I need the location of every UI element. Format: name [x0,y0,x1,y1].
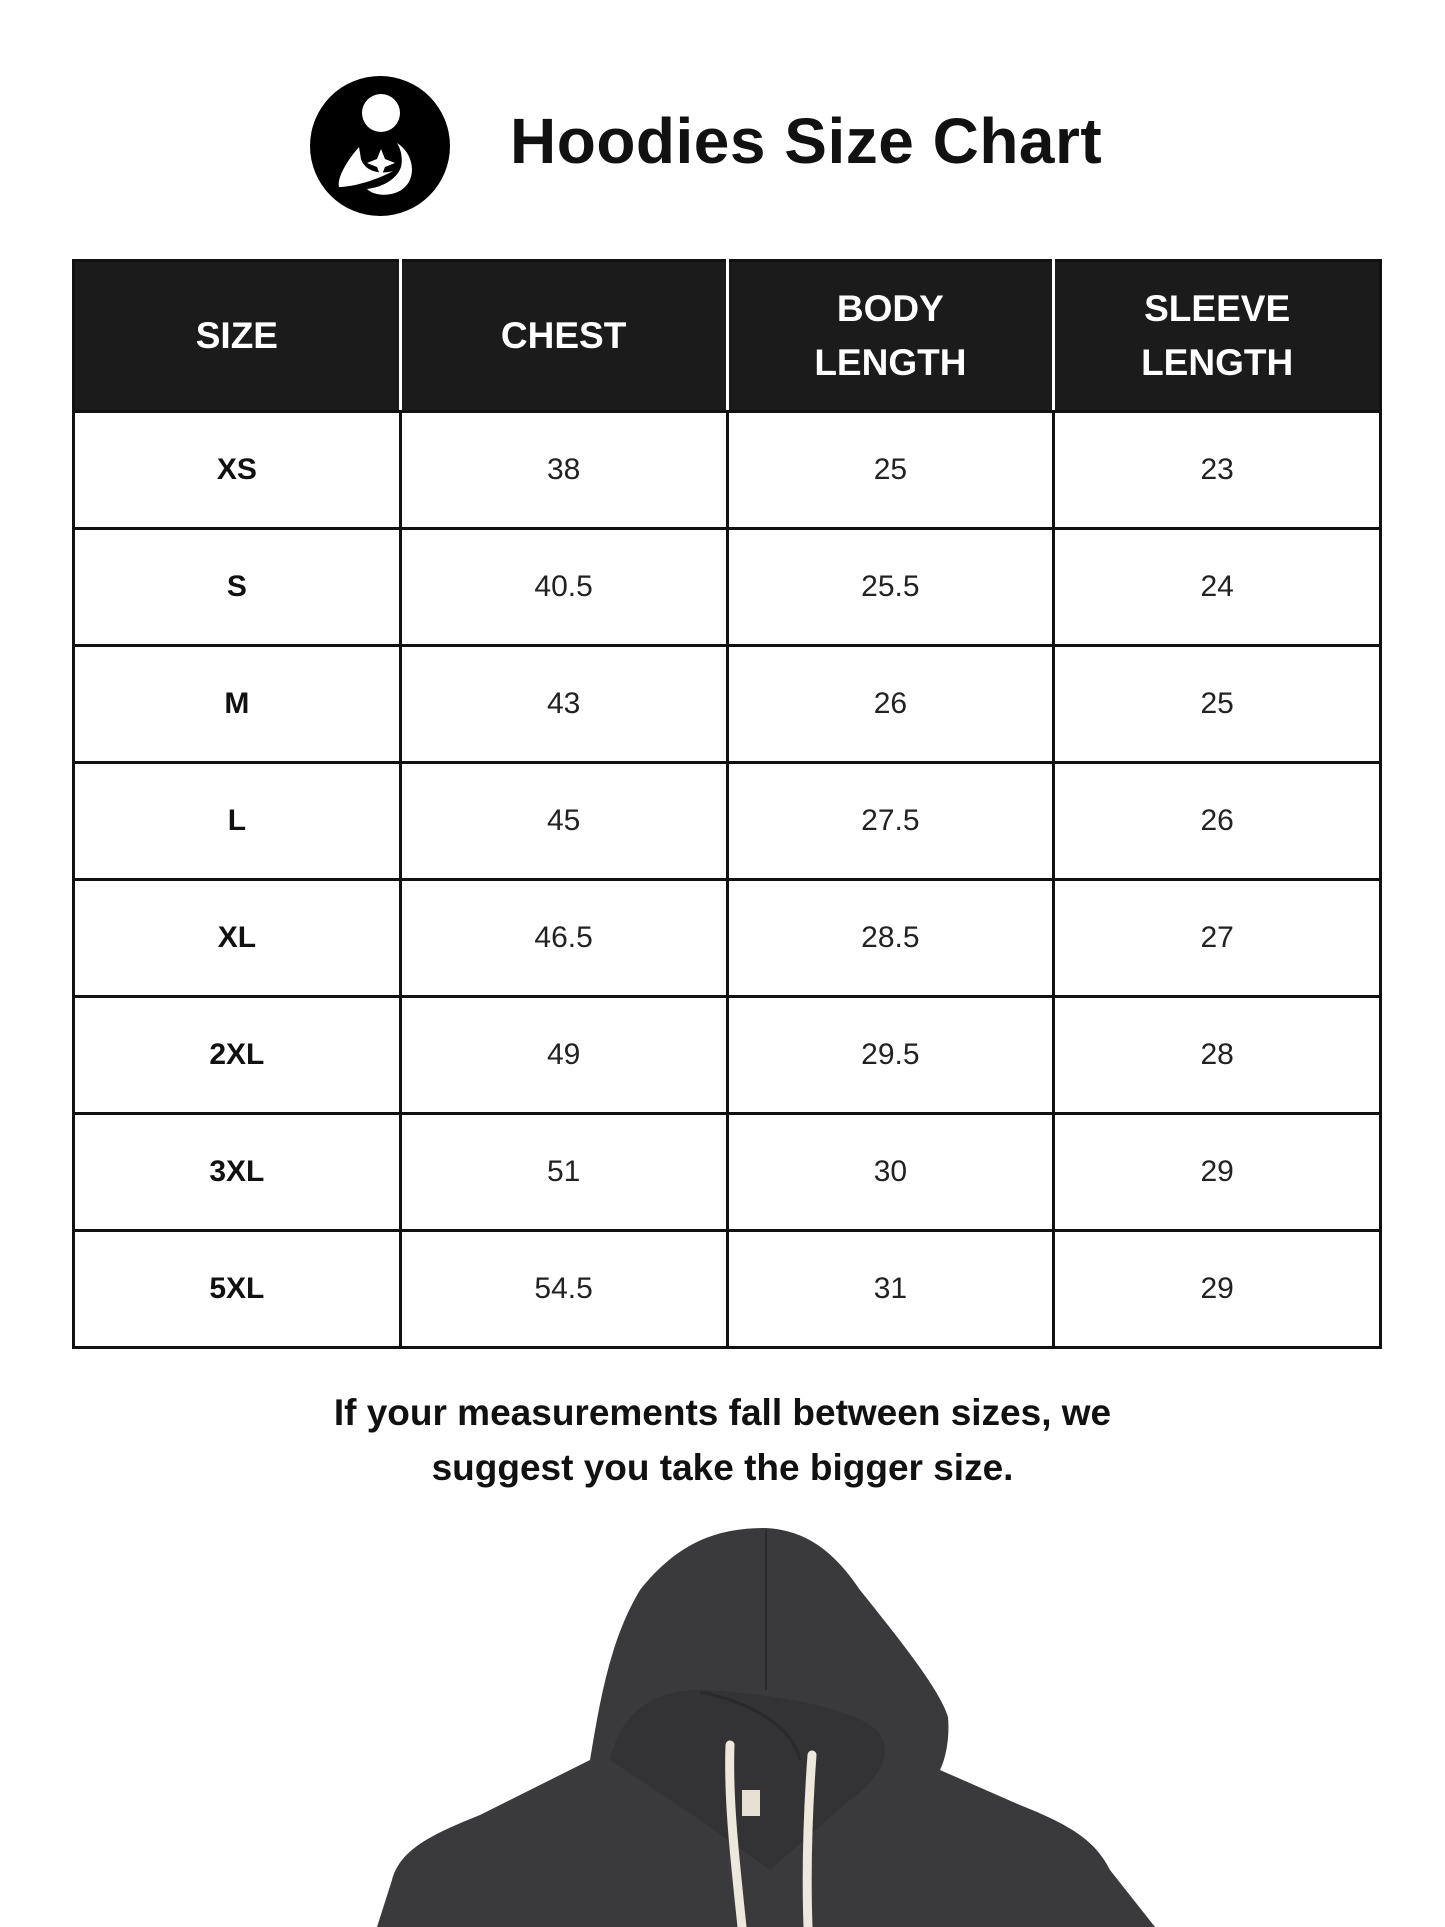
cell-sleeve-length: 26 [1052,761,1382,881]
cell-chest: 43 [398,644,729,764]
cell-size: XL [72,878,402,998]
table-row: 2XL 49 29.5 28 [72,995,1382,1115]
table-row: 3XL 51 30 29 [72,1112,1382,1232]
cell-size: 2XL [72,995,402,1115]
brand-logo-icon [310,76,450,216]
cell-chest: 38 [398,410,729,530]
cell-body-length: 31 [725,1229,1056,1349]
cell-chest: 40.5 [398,527,729,647]
column-header-sleeve-length: SLEEVE LENGTH [1052,259,1382,413]
cell-body-length: 26 [725,644,1056,764]
sizing-note-line2: suggest you take the bigger size. [431,1447,1014,1488]
cell-sleeve-length: 29 [1052,1112,1382,1232]
cell-size: S [72,527,402,647]
cell-chest: 46.5 [398,878,729,998]
cell-sleeve-length: 29 [1052,1229,1382,1349]
cell-chest: 45 [398,761,729,881]
table-row: L 45 27.5 26 [72,761,1382,881]
cell-sleeve-length: 27 [1052,878,1382,998]
cell-body-length: 29.5 [725,995,1056,1115]
cell-sleeve-length: 23 [1052,410,1382,530]
table-row: 5XL 54.5 31 29 [72,1229,1382,1349]
sizing-note-line1: If your measurements fall between sizes,… [333,1392,1112,1433]
cell-size: 3XL [72,1112,402,1232]
column-header-size: SIZE [72,259,402,413]
column-header-body-length: BODY LENGTH [725,259,1056,413]
cell-size: XS [72,410,402,530]
cell-body-length: 25.5 [725,527,1056,647]
cell-chest: 54.5 [398,1229,729,1349]
table-row: M 43 26 25 [72,644,1382,764]
table-header-row: SIZE CHEST BODY LENGTH SLEEVE LENGTH [72,259,1382,413]
cell-body-length: 27.5 [725,761,1056,881]
cell-body-length: 30 [725,1112,1056,1232]
table-row: S 40.5 25.5 24 [72,527,1382,647]
cell-body-length: 25 [725,410,1056,530]
cell-sleeve-length: 25 [1052,644,1382,764]
page-title: Hoodies Size Chart [510,105,1103,177]
cell-size: L [72,761,402,881]
column-header-chest: CHEST [398,259,729,413]
hoodie-product-image [377,1528,1155,1927]
cell-body-length: 28.5 [725,878,1056,998]
cell-size: M [72,644,402,764]
table-row: XS 38 25 23 [72,410,1382,530]
cell-sleeve-length: 28 [1052,995,1382,1115]
sizing-note: If your measurements fall between sizes,… [0,1385,1445,1495]
table-row: XL 46.5 28.5 27 [72,878,1382,998]
cell-chest: 51 [398,1112,729,1232]
size-chart-table: SIZE CHEST BODY LENGTH SLEEVE LENGTH XS 3… [72,259,1382,1349]
cell-chest: 49 [398,995,729,1115]
cell-size: 5XL [72,1229,402,1349]
cell-sleeve-length: 24 [1052,527,1382,647]
